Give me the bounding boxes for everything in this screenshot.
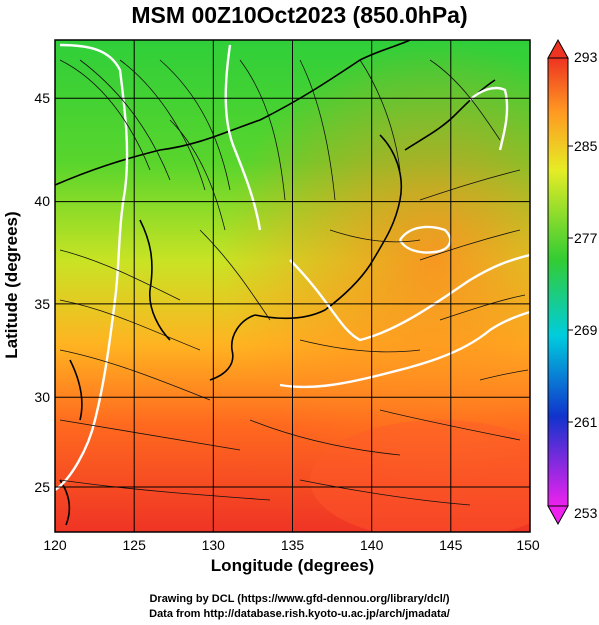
plot-frame xyxy=(54,39,531,533)
colorbar-tick-label: 269 xyxy=(574,322,598,338)
colorbar-max-arrow xyxy=(547,38,569,59)
y-axis-label: Latitude (degrees) xyxy=(2,211,21,359)
colorbar: 293 285 277 269 261 253 xyxy=(547,38,598,526)
y-tick-label: 45 xyxy=(34,90,50,106)
x-axis-label: Longitude (degrees) xyxy=(210,556,375,575)
coastlines xyxy=(55,40,496,526)
credit-drawing: Drawing by DCL (https://www.gfd-dennou.o… xyxy=(149,593,450,605)
temperature-field xyxy=(55,40,530,532)
colorbar-min-arrow xyxy=(547,505,569,526)
x-axis-ticks: 120 125 130 135 140 145 150 xyxy=(43,537,540,553)
graticule xyxy=(55,40,530,532)
credit-data: Data from http://database.rish.kyoto-u.a… xyxy=(149,608,450,620)
x-tick-label: 145 xyxy=(439,537,463,553)
y-tick-label: 30 xyxy=(34,389,50,405)
colorbar-tick-label: 261 xyxy=(574,414,598,430)
colorbar-tick-label: 293 xyxy=(574,49,598,65)
y-tick-label: 40 xyxy=(34,193,50,209)
y-tick-label: 35 xyxy=(34,296,50,312)
x-tick-label: 135 xyxy=(281,537,305,553)
colorbar-tick-label: 285 xyxy=(574,138,598,154)
y-axis-ticks: 25 30 35 40 45 xyxy=(34,90,50,495)
x-tick-label: 130 xyxy=(202,537,226,553)
x-tick-label: 150 xyxy=(516,537,540,553)
map-title: MSM 00Z10Oct2023 (850.0hPa) xyxy=(131,2,468,28)
x-tick-label: 140 xyxy=(360,537,384,553)
streamlines xyxy=(59,59,529,506)
y-tick-label: 25 xyxy=(34,479,50,495)
x-tick-label: 120 xyxy=(43,537,67,553)
isotherms xyxy=(55,43,530,491)
colorbar-tick-label: 253 xyxy=(574,505,598,521)
x-tick-label: 125 xyxy=(123,537,147,553)
colorbar-tick-label: 277 xyxy=(574,230,598,246)
